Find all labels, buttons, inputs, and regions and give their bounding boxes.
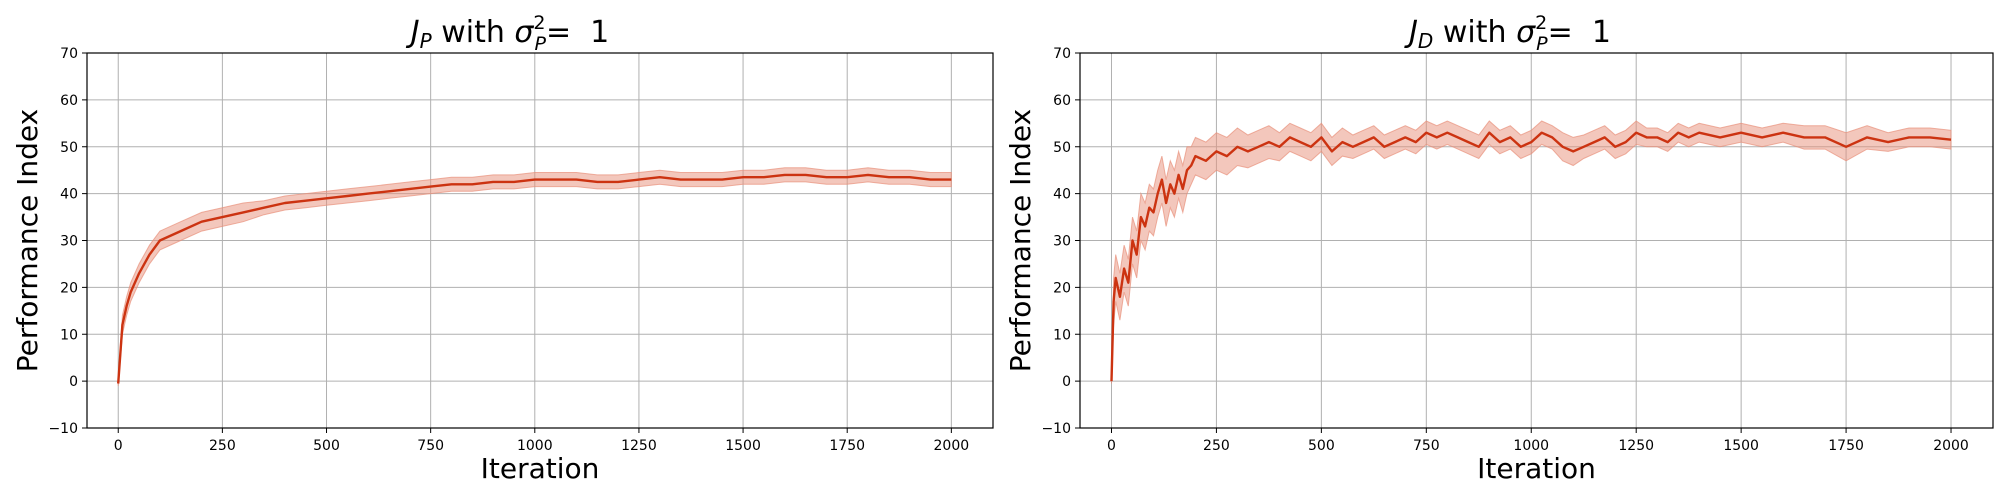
x-tick-label: 750 [1413,438,1440,454]
x-ticks-left: 0 250 500 750 1000 1250 1500 1750 2000 [114,428,969,454]
x-ticks-right: 0 250 500 750 1000 1250 1500 1750 2000 [1107,428,1969,454]
chart-panel-right: JD with σ2 P= 1 −10 0 10 20 30 40 50 60 70 0 250 50… [1004,12,1994,485]
x-tick-label: 0 [114,438,123,454]
y-ticks-left: −10 0 10 20 30 40 50 60 70 [48,46,87,437]
series-right [1110,120,1952,384]
series-left [117,167,952,386]
y-tick-label: 60 [60,93,78,109]
plot-frame-right [1079,52,1994,429]
series-line [1110,131,1952,382]
y-tick-label: 0 [69,374,78,390]
y-axis-label-left: Performance Index [11,109,44,372]
chart-panel-left: JP with σ2 P= 1 −10 0 10 20 30 40 50 60 70 0 250 50… [11,12,994,485]
plot-frame-left [86,52,994,429]
y-tick-label: 60 [1053,93,1071,109]
y-tick-label: 40 [1053,187,1071,203]
x-tick-label: 500 [1308,438,1335,454]
series-band [117,167,952,386]
y-tick-label: 50 [1053,140,1071,156]
y-tick-label: 20 [60,280,78,296]
grid-right [1080,52,1993,429]
y-tick-label: 30 [1053,234,1071,250]
x-tick-label: 1000 [1513,438,1549,454]
y-tick-label: 10 [60,327,78,343]
x-tick-label: 1500 [725,438,761,454]
y-tick-label: 70 [60,46,78,62]
grid-left [87,52,993,429]
x-tick-label: 1500 [1723,438,1759,454]
x-axis-label-left: Iteration [481,452,600,485]
x-tick-label: 750 [417,438,444,454]
y-tick-label: 50 [60,140,78,156]
series-line [117,173,952,384]
chart-title-right: JD with σ2 P= 1 [1404,12,1611,55]
y-axis-label-right: Performance Index [1004,109,1037,372]
x-tick-label: 1750 [829,438,865,454]
x-tick-label: 1000 [517,438,553,454]
x-tick-label: 250 [209,438,236,454]
x-tick-label: 1250 [1618,438,1654,454]
y-tick-label: 40 [60,187,78,203]
y-tick-label: −10 [1041,421,1071,437]
y-tick-label: 20 [1053,280,1071,296]
x-tick-label: 1250 [621,438,657,454]
x-tick-label: 2000 [1933,438,1969,454]
x-tick-label: 250 [1203,438,1230,454]
y-tick-label: −10 [48,421,78,437]
x-tick-label: 0 [1107,438,1116,454]
y-ticks-right: −10 0 10 20 30 40 50 60 70 [1041,46,1080,437]
x-tick-label: 2000 [934,438,970,454]
y-tick-label: 10 [1053,327,1071,343]
x-axis-label-right: Iteration [1477,452,1596,485]
series-band [1111,120,1952,384]
y-tick-label: 30 [60,234,78,250]
y-tick-label: 0 [1062,374,1071,390]
y-tick-label: 70 [1053,46,1071,62]
x-tick-label: 1750 [1828,438,1864,454]
x-tick-label: 500 [313,438,340,454]
chart-title-left: JP with σ2 P= 1 [406,12,610,55]
